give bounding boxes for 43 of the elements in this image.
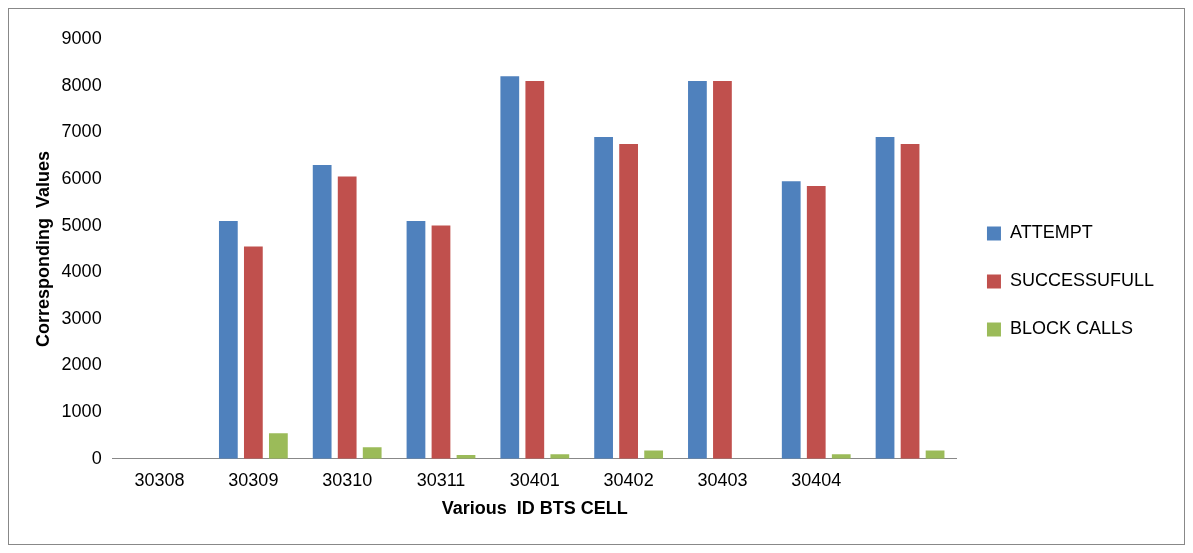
y-tick-label: 3000	[61, 307, 102, 328]
bar	[644, 450, 664, 459]
bar	[875, 136, 895, 459]
legend-label: ATTEMPT	[1009, 222, 1093, 243]
bar	[500, 76, 520, 459]
x-tick-label: 30402	[603, 469, 654, 490]
x-tick-label: 30309	[228, 469, 279, 490]
x-tick-label: 30403	[697, 469, 748, 490]
bar	[925, 450, 945, 459]
bar	[312, 164, 332, 459]
y-tick-label: 0	[91, 447, 102, 468]
y-tick-label: 6000	[61, 167, 102, 188]
bar	[337, 176, 357, 459]
bar	[713, 80, 732, 459]
bar	[688, 80, 707, 459]
bar	[900, 143, 920, 459]
x-axis-title: Various ID BTS CELL	[441, 498, 628, 519]
bar	[362, 447, 382, 459]
bar	[781, 181, 801, 459]
legend-label: BLOCK CALLS	[1009, 318, 1134, 339]
bar	[406, 220, 426, 459]
y-tick-label: 1000	[61, 401, 102, 422]
legend-label: SUCCESSUFULL	[1009, 270, 1155, 291]
bar	[806, 185, 826, 459]
x-tick-label: 30311	[416, 469, 466, 490]
bar	[431, 225, 451, 459]
y-tick-label: 8000	[61, 74, 102, 95]
x-tick-label: 30308	[134, 469, 185, 490]
y-tick-label: 2000	[61, 354, 102, 375]
bar	[594, 136, 613, 459]
x-tick-label: 30310	[322, 469, 373, 490]
bar	[269, 433, 288, 459]
x-tick-label: 30404	[791, 469, 842, 490]
y-axis-title: Corresponding Values	[32, 150, 53, 347]
bar	[525, 80, 545, 459]
x-tick-label: 30401	[509, 469, 560, 490]
y-tick-label: 5000	[61, 214, 102, 235]
y-tick-label: 7000	[61, 121, 102, 142]
bar	[619, 143, 638, 459]
bar	[218, 220, 238, 459]
y-tick-label: 9000	[61, 27, 102, 48]
y-tick-label: 4000	[61, 261, 102, 282]
bar	[243, 246, 263, 459]
